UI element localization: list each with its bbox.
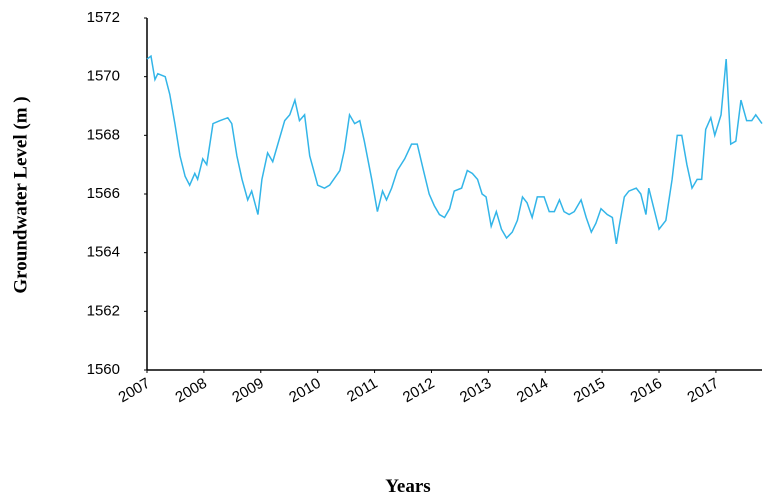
x-tick-label: 2011 [344,375,380,406]
y-tick-label: 1570 [87,68,120,85]
x-tick-label: 2007 [116,375,153,406]
x-tick-label: 2012 [400,375,437,406]
x-tick-label: 2014 [514,375,551,406]
y-tick-label: 1562 [87,302,120,319]
y-tick-label: 1572 [87,9,120,26]
y-tick-label: 1560 [87,361,120,378]
x-tick-label: 2010 [286,375,323,406]
y-tick-label: 1564 [87,244,120,261]
x-axis-title: Years [385,476,430,497]
y-axis-title: Groundwater Level (m ) [10,96,31,293]
data-line [146,54,763,244]
x-tick-label: 2016 [628,375,665,406]
x-tick-label: 2009 [229,375,266,406]
y-tick-label: 1566 [87,185,120,202]
x-tick-label: 2013 [457,375,494,406]
x-tick-label: 2017 [685,375,722,406]
x-tick-label: 2008 [172,375,209,406]
y-tick-label: 1568 [87,126,120,143]
x-tick-label: 2015 [571,375,608,406]
